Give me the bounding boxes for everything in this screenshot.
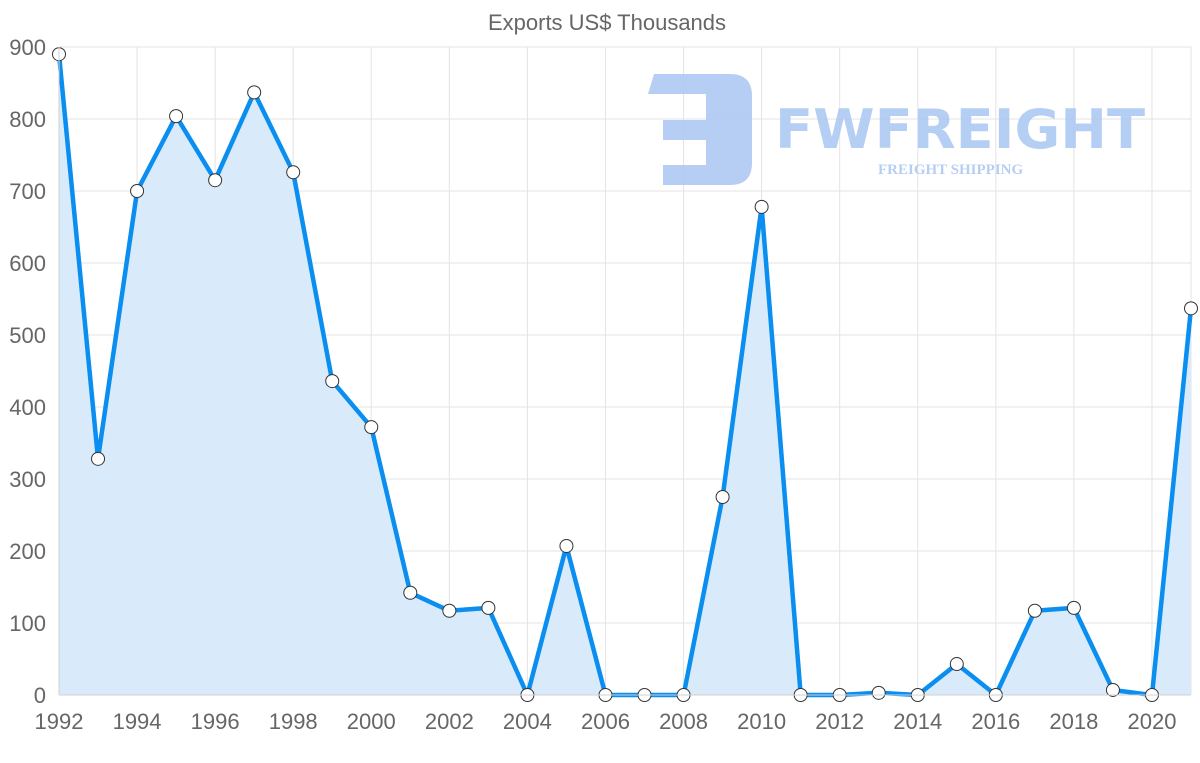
x-tick-label: 1994: [113, 709, 162, 734]
axes: 0 100 200 300 400 500 600 700 800 900 1992 1994 1996…: [9, 35, 1191, 734]
data-point: [1105, 682, 1120, 697]
chart-title: Exports US$ Thousands: [488, 10, 726, 35]
series-area-fill: [59, 54, 1191, 695]
data-point: [130, 184, 145, 198]
fwfreight-logo-watermark: FWFREIGHT FREIGHT SHIPPING: [648, 74, 1145, 185]
data-point: [403, 585, 418, 600]
data-point: [871, 685, 886, 700]
data-point: [1066, 600, 1081, 615]
x-tick-label: 1996: [191, 709, 240, 734]
x-tick-label: 2018: [1049, 709, 1098, 734]
data-point: [208, 173, 223, 188]
x-tick-label: 2008: [659, 709, 708, 734]
x-tick-label: 2002: [425, 709, 474, 734]
data-point: [1027, 603, 1042, 618]
y-tick-label: 100: [9, 611, 46, 636]
data-point: [1184, 301, 1198, 316]
y-tick-label: 300: [9, 467, 46, 492]
svg-text:FWFREIGHT: FWFREIGHT: [775, 98, 1145, 161]
y-tick-label: 700: [9, 179, 46, 204]
y-tick-label: 900: [9, 35, 46, 60]
data-point: [754, 199, 769, 214]
y-tick-label: 400: [9, 395, 46, 420]
data-point: [169, 109, 184, 124]
x-tick-label: 2000: [347, 709, 396, 734]
data-point: [247, 85, 262, 100]
data-point: [364, 420, 379, 435]
y-tick-label: 500: [9, 323, 46, 348]
data-point: [715, 490, 730, 504]
x-tick-label: 2004: [503, 709, 552, 734]
x-tick-label: 2020: [1127, 709, 1176, 734]
data-point: [91, 451, 106, 466]
y-tick-label: 200: [9, 539, 46, 564]
svg-text:FREIGHT SHIPPING: FREIGHT SHIPPING: [878, 162, 1023, 178]
x-tick-label: 2012: [815, 709, 864, 734]
x-tick-label: 2010: [737, 709, 786, 734]
y-tick-label: 600: [9, 251, 46, 276]
x-tick-label: 2014: [893, 709, 942, 734]
x-tick-label: 2006: [581, 709, 630, 734]
x-tick-label: 2016: [971, 709, 1020, 734]
y-tick-label: 0: [34, 683, 46, 708]
data-point: [325, 374, 340, 389]
x-tick-label: 1998: [269, 709, 318, 734]
data-point: [442, 603, 457, 618]
y-tick-label: 800: [9, 107, 46, 132]
data-point: [559, 538, 574, 553]
data-point: [286, 165, 301, 180]
x-tick-label: 1992: [35, 709, 84, 734]
data-point: [481, 600, 496, 615]
data-point: [949, 657, 964, 672]
